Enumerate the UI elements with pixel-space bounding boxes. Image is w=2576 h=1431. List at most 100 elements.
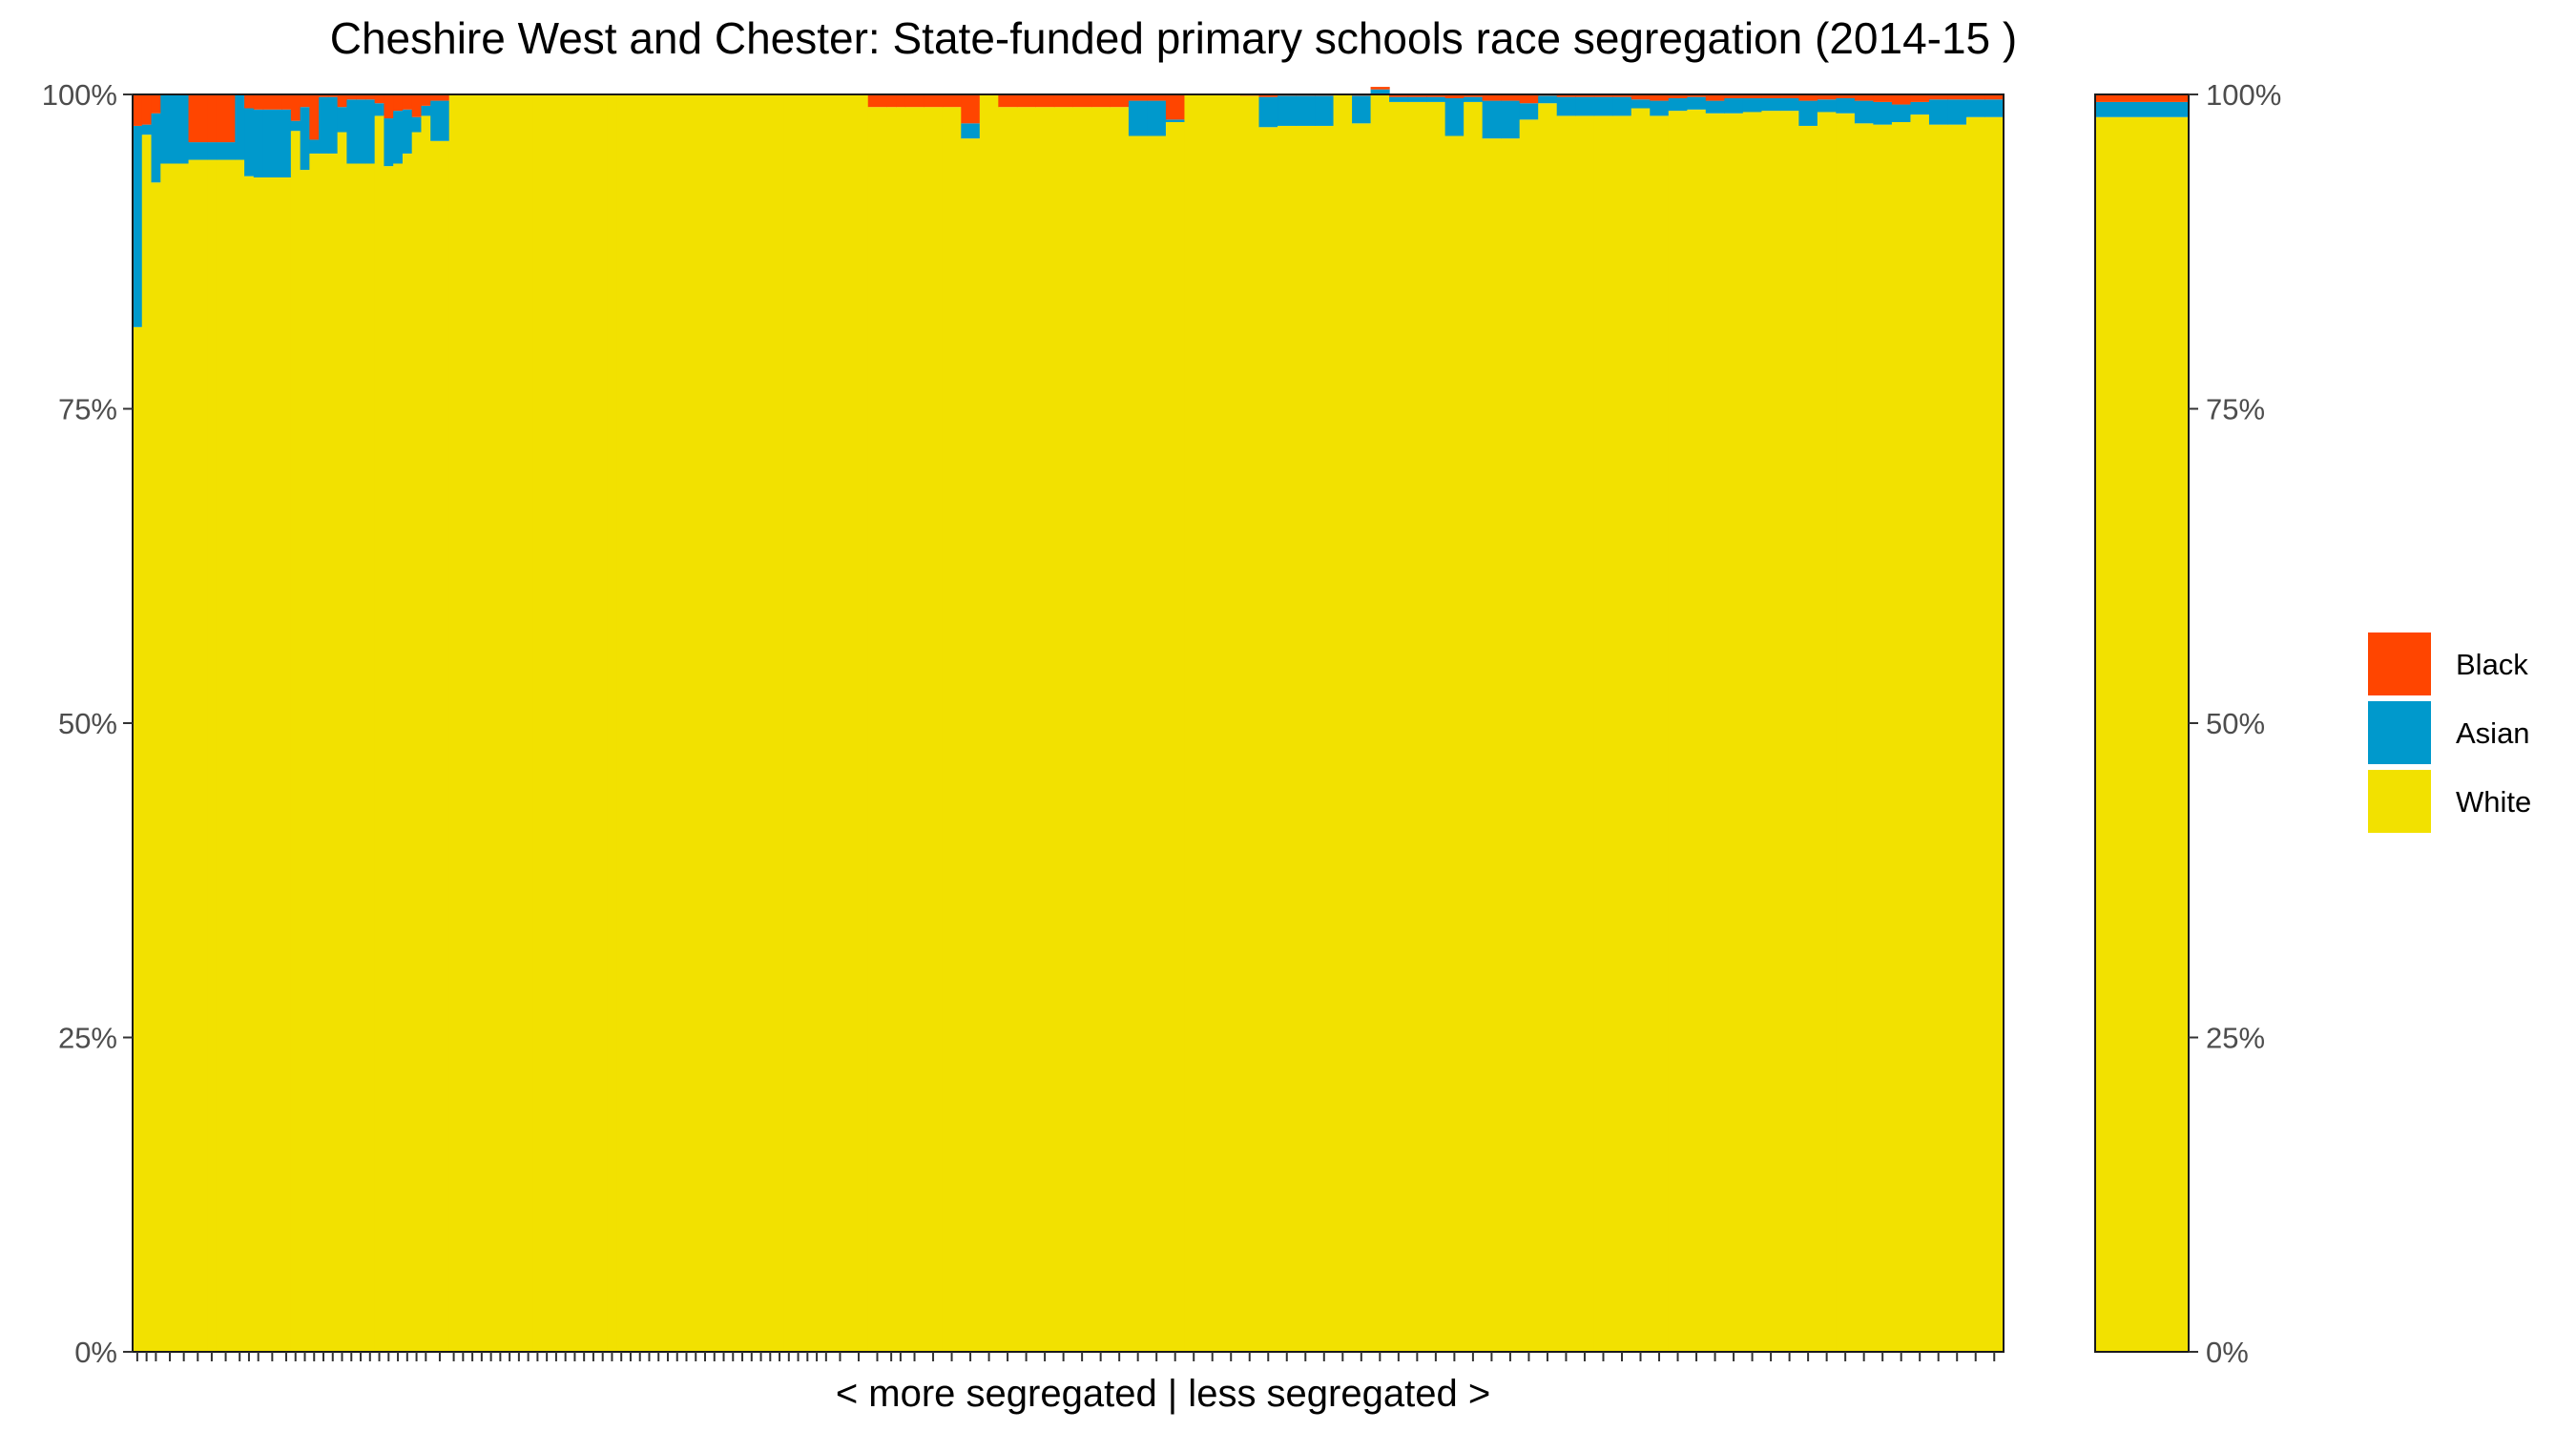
left-y-axis: 0% 25% 50% 75% 100% xyxy=(42,78,133,1369)
bar-segment-white xyxy=(486,94,497,1352)
bar-segment-white xyxy=(141,135,153,1352)
bar-segment-black xyxy=(151,94,161,114)
bar-segment-asian xyxy=(1519,103,1539,120)
bar-segment-asian xyxy=(1612,96,1632,116)
bar-segment-white xyxy=(709,94,720,1352)
bar-segment-asian xyxy=(374,103,385,116)
bar-segment-asian xyxy=(1947,99,1967,125)
bar-segment-white xyxy=(597,94,609,1352)
bar-segment-white xyxy=(262,176,282,1352)
bar-segment-asian xyxy=(281,109,292,177)
bar-segment-white xyxy=(579,94,590,1352)
bar-segment-white xyxy=(1426,101,1446,1353)
bar-segment-white xyxy=(1519,119,1539,1353)
bar-segment-white xyxy=(523,94,534,1352)
bar-segment-asian xyxy=(430,100,450,141)
bar-segment-white xyxy=(961,138,981,1352)
right-tick-label: 0% xyxy=(2206,1336,2249,1369)
bar-segment-asian xyxy=(133,125,143,327)
bar-segment-white xyxy=(1315,125,1335,1353)
bar-segment-black xyxy=(1724,94,1744,98)
bar-segment-white xyxy=(364,163,376,1353)
bar-segment-black xyxy=(1928,94,1949,100)
bar-segment-white xyxy=(1016,107,1036,1352)
bar-segment-white xyxy=(1798,125,1818,1353)
bar-segment-white xyxy=(765,94,776,1352)
bar-segment-black xyxy=(1650,94,1670,101)
bar-segment-black xyxy=(290,94,301,121)
bar-segment-white xyxy=(1278,125,1298,1353)
bar-segment-asian xyxy=(1928,99,1949,125)
bar-segment-black xyxy=(141,94,153,125)
bar-segment-asian xyxy=(160,94,180,164)
bar-segment-asian xyxy=(1910,101,1930,115)
bar-segment-white xyxy=(327,153,339,1352)
bar-segment-black xyxy=(867,94,887,108)
legend-swatch-white xyxy=(2368,770,2431,833)
bar-segment-black xyxy=(356,94,366,100)
bar-segment-white xyxy=(672,94,683,1352)
bar-segment-white xyxy=(1053,107,1073,1352)
bar-segment-asian xyxy=(1705,100,1725,114)
bar-segment-white xyxy=(1110,107,1130,1352)
bar-segment-white xyxy=(1464,101,1484,1353)
bar-segment-asian xyxy=(1965,99,1986,117)
bar-segment-asian xyxy=(1984,99,2005,117)
right-tick-label: 50% xyxy=(2206,707,2265,740)
bar-segment-asian xyxy=(1556,96,1576,116)
bar-segment-black xyxy=(1687,94,1707,97)
bar-segment-white xyxy=(728,94,738,1352)
bar-segment-black xyxy=(300,94,310,108)
bar-segment-white xyxy=(979,94,999,1352)
bar-segment-black xyxy=(1072,94,1092,108)
bar-segment-asian xyxy=(1407,96,1427,102)
bar-segment-black xyxy=(1147,94,1167,101)
bar-segment-black xyxy=(262,94,282,110)
bar-segment-white xyxy=(1928,124,1949,1353)
bar-segment-white xyxy=(346,163,357,1353)
bar-segment-black xyxy=(1836,94,1856,98)
bar-segment-black xyxy=(319,94,329,97)
bar-segment-black xyxy=(281,94,292,110)
bar-segment-white xyxy=(691,94,701,1352)
bar-segment-white xyxy=(1352,123,1372,1353)
bar-segment-asian xyxy=(1631,99,1651,109)
bar-segment-white xyxy=(216,159,236,1352)
bar-segment-asian xyxy=(1315,95,1335,126)
bar-segment-white xyxy=(542,94,552,1352)
bar-segment-black xyxy=(1035,94,1055,108)
bar-segment-white xyxy=(1239,95,1260,1353)
bar-segment-black xyxy=(309,94,320,140)
bar-segment-black xyxy=(216,94,236,143)
bar-segment-white xyxy=(393,163,404,1353)
bar-segment-asian xyxy=(1501,100,1521,139)
bar-segment-black xyxy=(244,94,255,109)
bar-segment-black xyxy=(346,94,357,100)
overall-panel xyxy=(2095,94,2189,1352)
bar-segment-white xyxy=(290,131,301,1352)
bar-segment-white xyxy=(337,132,347,1352)
bar-segment-black xyxy=(1910,94,1930,102)
bar-segment-asian xyxy=(1593,96,1613,116)
bar-segment-asian xyxy=(337,107,347,133)
bar-segment-white xyxy=(207,159,218,1352)
bar-segment-black xyxy=(1873,94,1893,102)
bar-segment-black xyxy=(1631,94,1651,100)
bar-segment-white xyxy=(300,170,310,1353)
bar-segment-asian xyxy=(1742,97,1762,113)
bar-segment-black xyxy=(1891,94,1912,105)
bar-segment-white xyxy=(1687,109,1707,1352)
bar-segment-black xyxy=(1110,94,1130,108)
bar-segment-white xyxy=(812,94,822,1352)
bar-segment-asian xyxy=(309,139,320,154)
bar-segment-white xyxy=(681,94,692,1352)
bar-segment-white xyxy=(626,94,636,1352)
bar-segment-white xyxy=(281,176,292,1352)
bar-segment-black xyxy=(1965,94,1986,100)
bar-segment-black xyxy=(1761,94,1781,98)
bar-segment-black xyxy=(1501,94,1521,101)
bar-segment-white xyxy=(467,94,478,1352)
bar-segment-white xyxy=(1965,116,1986,1352)
bar-segment-black xyxy=(1668,94,1688,98)
bar-segment-white xyxy=(1072,107,1092,1352)
